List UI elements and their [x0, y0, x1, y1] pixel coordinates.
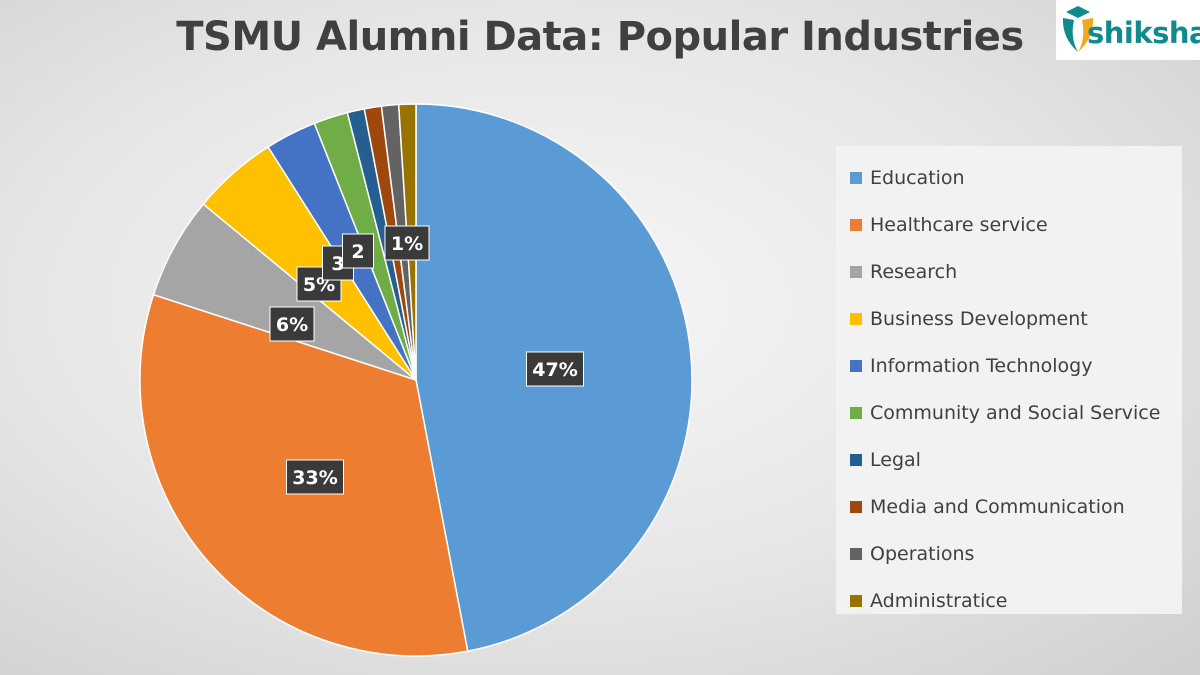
legend-swatch	[850, 359, 862, 372]
legend-label: Legal	[870, 449, 921, 472]
svg-text:33%: 33%	[292, 467, 337, 489]
data-label-research: 6%	[269, 306, 315, 342]
svg-text:3: 3	[331, 253, 344, 275]
legend-label: Healthcare service	[870, 213, 1048, 236]
legend-label: Operations	[870, 543, 975, 566]
legend-swatch	[850, 218, 862, 231]
logo-text: shiksha	[1087, 16, 1200, 50]
legend-label: Information Technology	[870, 354, 1093, 377]
legend-item-media-and-communication: Media and Communication	[836, 484, 1182, 531]
svg-text:6%: 6%	[276, 314, 308, 336]
legend-label: Community and Social Service	[870, 402, 1161, 425]
svg-text:47%: 47%	[532, 359, 577, 381]
data-label-healthcare-service: 33%	[286, 459, 344, 495]
legend-label: Business Development	[870, 307, 1088, 330]
legend-item-operations: Operations	[836, 531, 1182, 578]
legend-swatch	[850, 265, 862, 278]
legend-swatch	[850, 595, 862, 608]
legend-item-legal: Legal	[836, 437, 1182, 484]
graduation-cap-icon	[1062, 6, 1094, 52]
legend-swatch	[850, 171, 862, 184]
legend-swatch	[850, 454, 862, 467]
legend-item-healthcare-service: Healthcare service	[836, 201, 1182, 248]
legend-item-administratice: Administratice	[836, 578, 1182, 625]
legend-item-information-technology: Information Technology	[836, 342, 1182, 389]
svg-text:1%: 1%	[391, 233, 423, 255]
legend-label: Media and Communication	[870, 496, 1125, 519]
chart-legend: Education Healthcare service Research Busin…	[836, 146, 1182, 614]
svg-text:2: 2	[351, 241, 364, 263]
data-label-education: 47%	[526, 351, 584, 387]
legend-label: Research	[870, 260, 958, 283]
data-label-community-and-social-service: 2	[342, 233, 374, 269]
legend-item-community-and-social-service: Community and Social Service	[836, 389, 1182, 436]
legend-item-research: Research	[836, 248, 1182, 295]
legend-swatch	[850, 501, 862, 514]
chart-title: TSMU Alumni Data: Popular Industries	[176, 14, 1024, 60]
legend-swatch	[850, 312, 862, 325]
legend-item-education: Education	[836, 154, 1182, 201]
legend-item-business-development: Business Development	[836, 295, 1182, 342]
legend-label: Administratice	[870, 590, 1008, 613]
legend-swatch	[850, 548, 862, 561]
data-label-administratice: 1%	[384, 225, 430, 261]
legend-swatch	[850, 407, 862, 420]
legend-label: Education	[870, 166, 965, 189]
shiksha-logo: shiksha	[1056, 0, 1200, 60]
